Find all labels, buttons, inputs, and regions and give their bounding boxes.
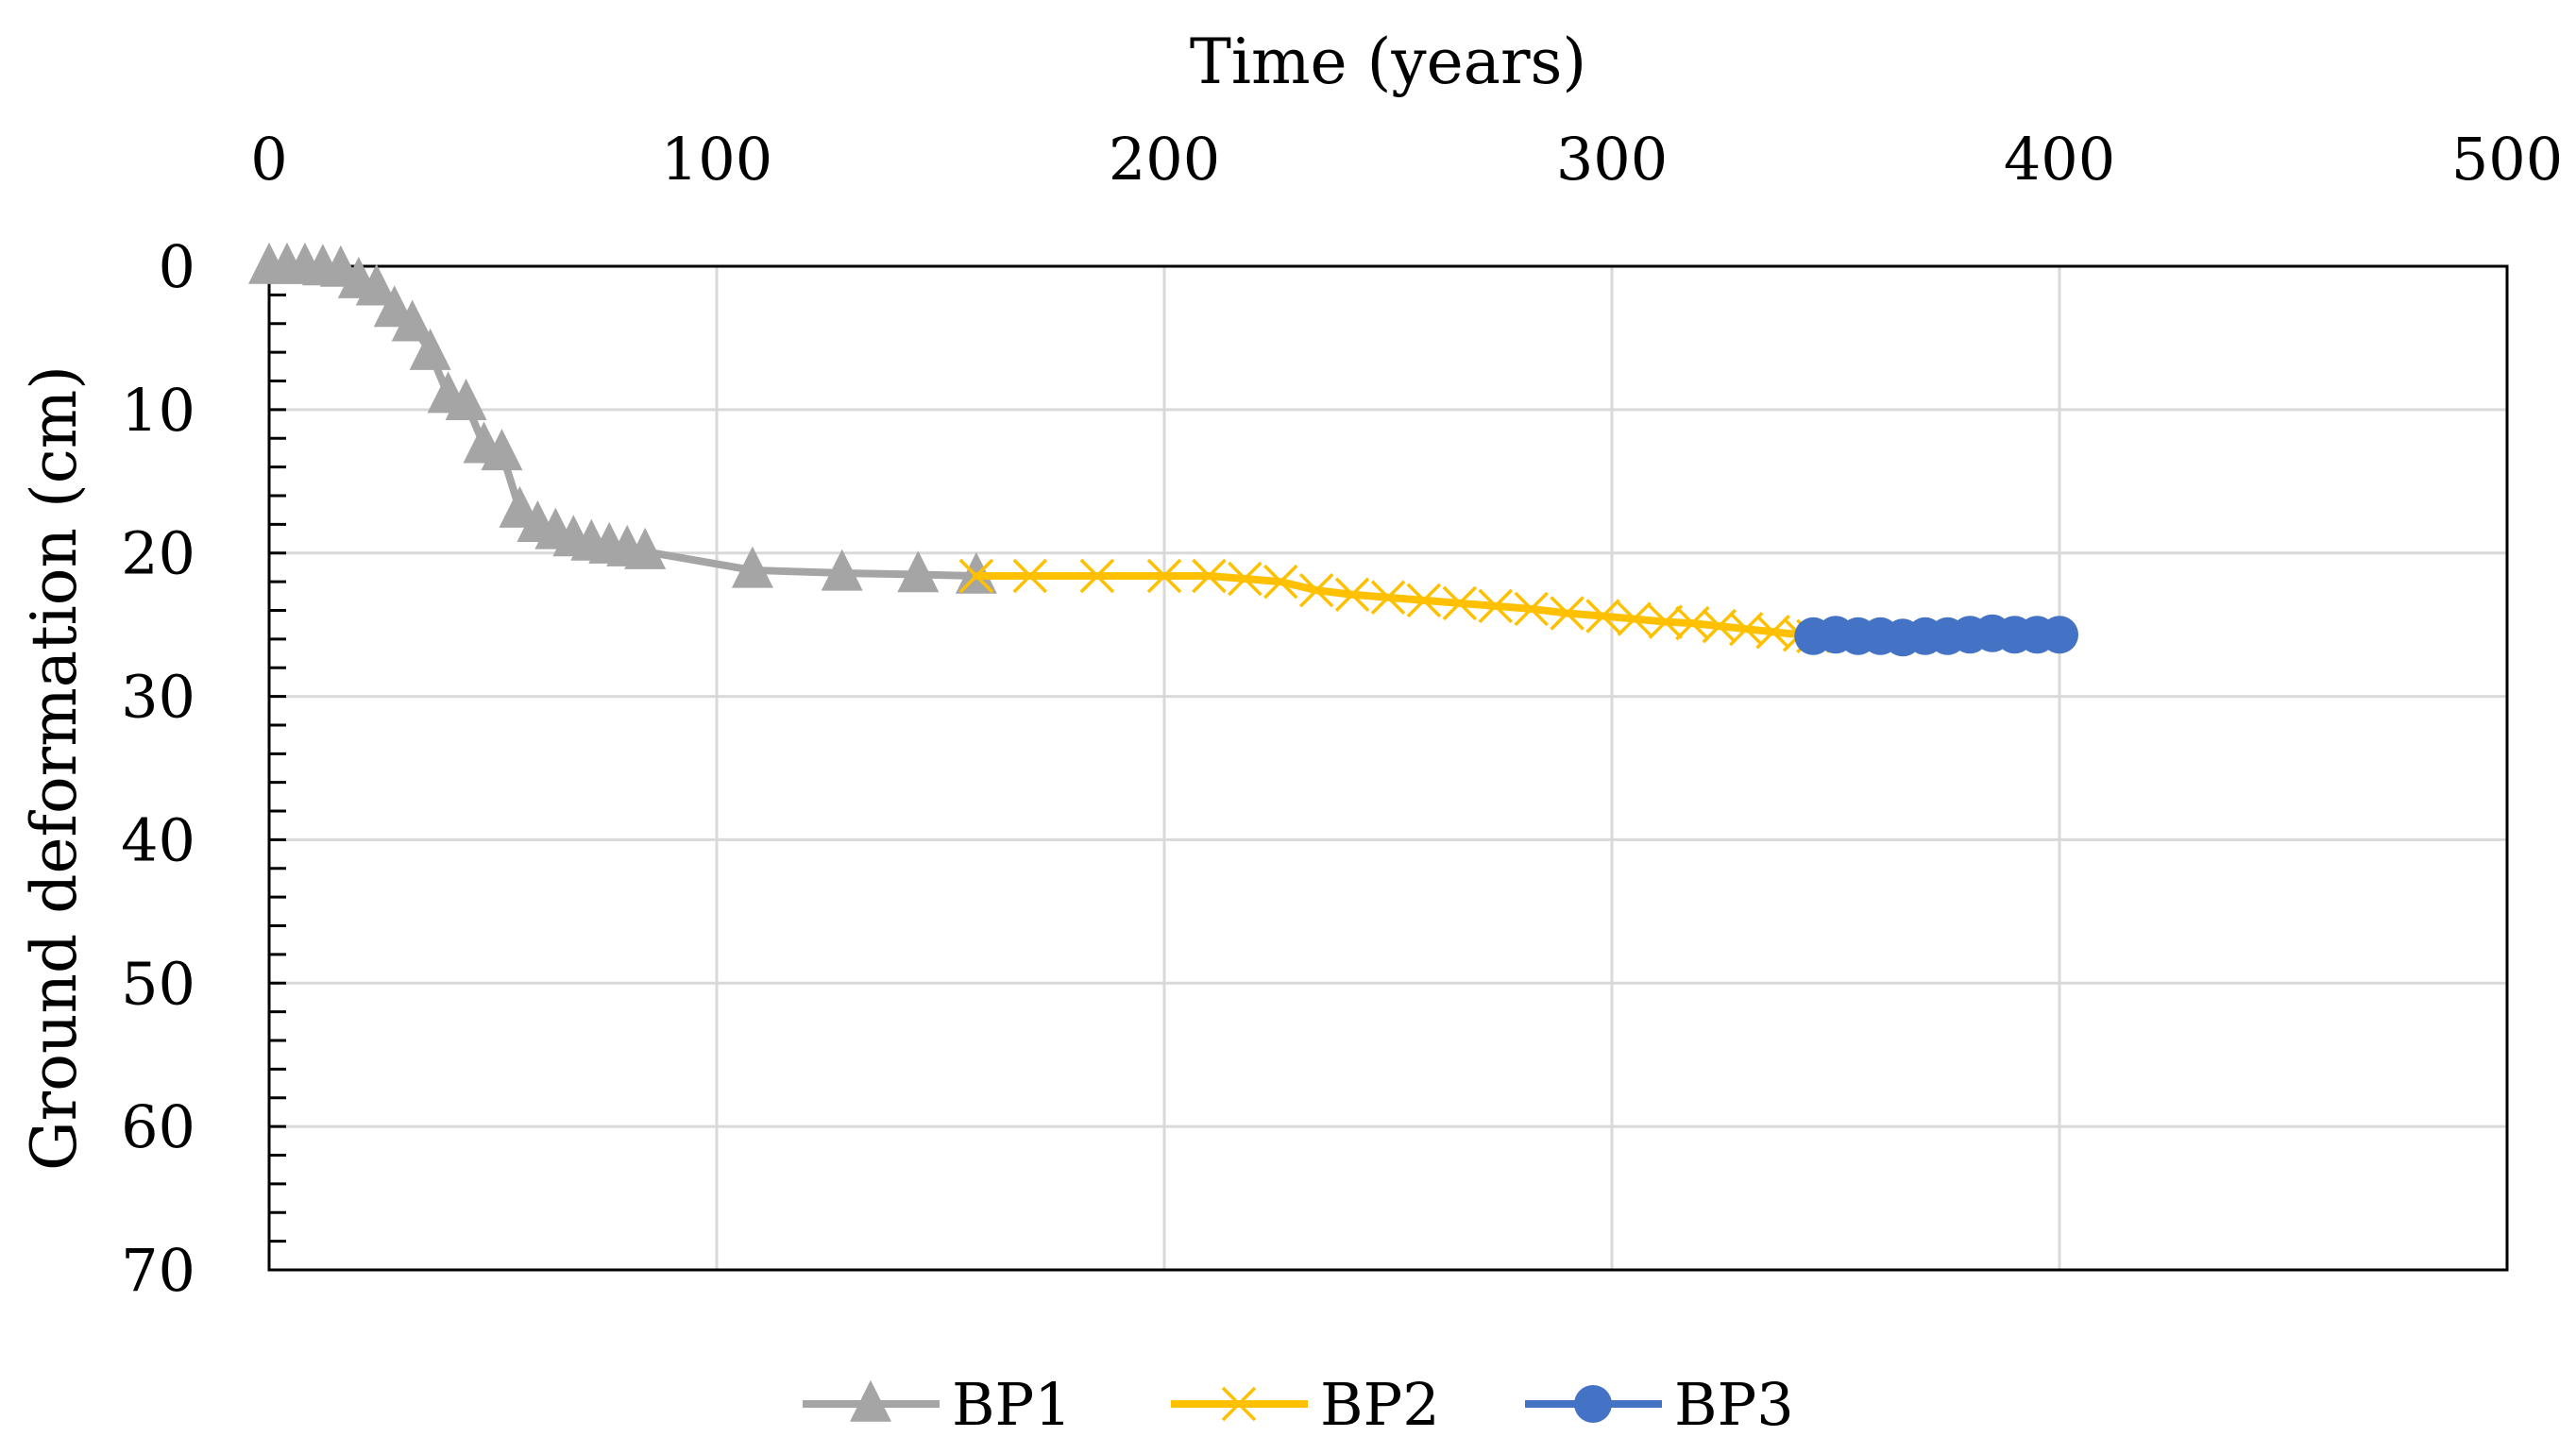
data-point-bp2 [1079,558,1115,594]
y-axis-title: Ground deformation (cm) [18,365,91,1171]
data-point-bp3 [2041,616,2078,654]
data-point-bp1 [409,328,451,370]
axis-ticks [269,264,286,1272]
x-tick-label: 500 [2451,125,2563,194]
data-point-bp2 [1370,580,1406,616]
data-point-bp1 [731,546,773,588]
x-tick-label: 0 [250,125,287,194]
y-tick-label: 40 [121,805,195,874]
series-layer [248,242,2078,657]
legend-item-bp1: BP1 [803,1370,1072,1439]
data-point-bp2 [1675,605,1710,641]
series-bp1 [248,242,997,594]
y-tick-label: 20 [121,519,195,588]
data-point-bp2 [1406,583,1442,618]
legend: BP1 BP2 BP3 [803,1370,1794,1439]
series-line-bp2 [972,572,1818,640]
data-point-bp2 [1298,572,1334,608]
data-point-bp2 [1648,604,1684,639]
y-tick-label: 50 [121,949,195,1018]
data-point-bp1 [355,263,398,306]
data-point-bp2 [1617,601,1652,636]
data-point-bp2 [958,558,994,594]
data-point-bp1 [821,549,863,591]
y-tick-label: 10 [121,376,195,445]
data-point-bp2 [1585,599,1620,634]
plot-area-border [267,264,2509,1272]
x-tick-label: 400 [2004,125,2115,194]
x-tick-label: 200 [1109,125,1220,194]
y-tick-label: 70 [121,1236,195,1305]
data-point-bp2 [1755,614,1790,650]
x-axis-title: Time (years) [1190,25,1586,98]
data-point-bp2 [1263,564,1298,600]
tick-labels: 0 100 200 300 400 500 0 10 20 30 40 50 60 70 [121,125,2563,1305]
legend-item-bp2: BP2 [1171,1370,1440,1439]
data-point-bp2 [1702,608,1737,644]
data-point-bp2 [1228,561,1263,597]
y-tick-label: 30 [121,663,195,732]
legend-label-bp1: BP1 [952,1370,1072,1439]
series-bp3 [1794,614,2078,657]
legend-label-bp2: BP2 [1320,1370,1440,1439]
data-point-bp2 [1146,558,1182,594]
data-point-bp1 [897,550,940,593]
legend-label-bp3: BP3 [1674,1370,1794,1439]
data-point-bp1 [481,429,523,471]
legend-marker-bp2 [1221,1386,1257,1422]
x-tick-label: 100 [661,125,772,194]
data-point-bp2 [1334,577,1370,612]
data-point-bp1 [624,527,667,569]
legend-item-bp3: BP3 [1525,1370,1794,1439]
data-point-bp2 [1192,558,1227,594]
y-tick-label: 60 [121,1092,195,1161]
data-point-bp2 [1012,558,1048,594]
data-point-bp2 [1514,591,1549,627]
x-tick-label: 300 [1556,125,1668,194]
y-tick-label: 0 [159,232,195,301]
data-point-bp2 [1728,611,1764,647]
legend-marker-bp3 [1574,1385,1612,1423]
data-point-bp1 [445,378,487,420]
data-point-bp1 [391,299,433,342]
data-point-bp2 [1478,588,1513,624]
data-point-bp2 [1550,596,1585,631]
data-point-bp2 [1442,585,1478,621]
legend-marker-bp1 [850,1379,891,1422]
